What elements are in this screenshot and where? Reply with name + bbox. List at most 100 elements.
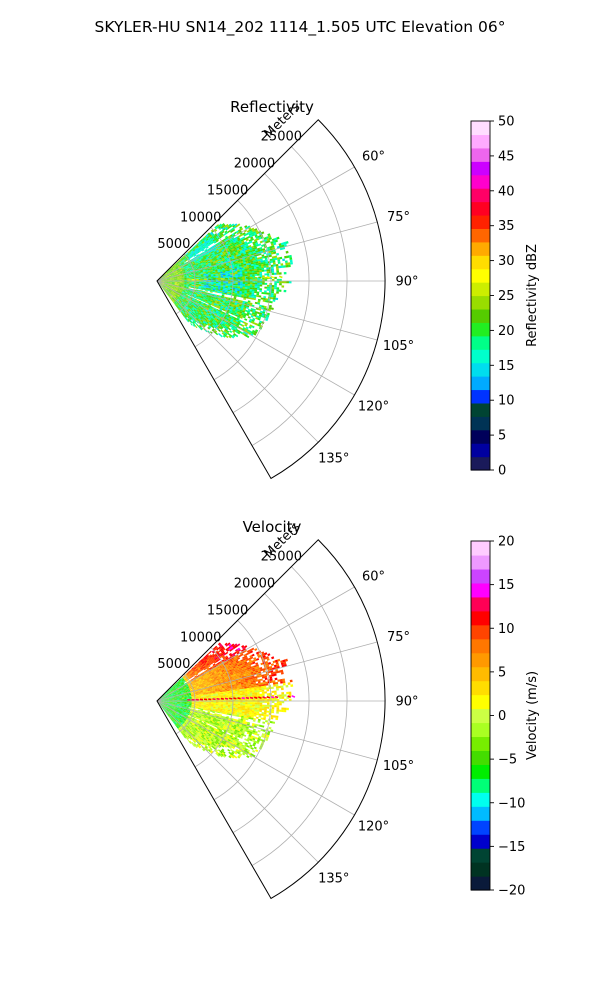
echo-gate [263,236,267,240]
echo-gate [193,263,196,266]
echo-gate [199,249,202,253]
echo-gate [196,254,199,257]
echo-gate [247,235,251,239]
echo-gate [247,285,251,288]
echo-gate [177,270,180,272]
echo-gate [166,270,169,273]
echo-gate [251,267,255,270]
echo-gate [246,247,250,250]
echo-gate [205,262,209,265]
echo-gate [168,274,171,276]
echo-gate [209,235,213,238]
echo-gate [235,287,238,290]
echo-gate [216,245,220,248]
echo-gate [170,268,173,270]
echo-gate [245,263,249,266]
echo-gate [223,283,226,285]
echo-gate [169,277,173,279]
echo-gate [260,260,264,263]
echo-gate [205,263,209,266]
echo-gate [209,253,213,256]
echo-gate [252,241,256,245]
echo-gate [201,264,204,267]
echo-gate [197,243,200,246]
echo-gate [181,267,184,270]
echo-gate [209,252,212,255]
echo-gate [206,264,209,266]
echo-gate [220,260,224,263]
echo-gate [266,284,270,287]
echo-gate [196,242,200,245]
echo-gate [257,260,261,264]
echo-gate [180,261,184,264]
echo-gate [210,255,214,258]
echo-gate [224,258,228,261]
echo-gate [229,243,233,246]
echo-gate [208,234,212,237]
echo-gate [207,270,211,273]
echo-gate [254,286,258,289]
echo-gate [249,272,253,275]
echo-gate [236,263,239,266]
echo-gate [242,288,245,291]
echo-gate [242,289,245,292]
echo-gate [195,249,199,252]
echo-gate [229,234,233,237]
echo-gate [186,266,190,269]
echo-gate [271,287,275,290]
echo-gate [259,248,263,252]
echo-gate [200,262,204,265]
echo-gate [242,260,246,263]
echo-gate [263,265,267,268]
echo-gate [271,289,275,292]
echo-gate [200,239,204,243]
echo-gate [275,266,279,269]
echo-gate [173,274,177,276]
echo-gate [175,273,179,275]
echo-gate [168,270,172,272]
echo-gate [216,266,220,269]
echo-gate [256,266,260,269]
echo-gate [209,248,213,251]
echo-gate [200,261,203,264]
echo-gate [173,268,176,270]
echo-gate [203,239,207,242]
echo-gate [161,276,164,278]
echo-gate [232,257,235,260]
echo-gate [199,260,203,262]
echo-gate [237,285,241,287]
echo-gate [218,226,221,230]
echo-gate [168,275,172,277]
echo-gate [214,268,218,270]
echo-gate [208,263,212,266]
echo-gate [174,268,177,271]
echo-gate [269,245,273,249]
echo-gate [253,261,256,265]
echo-gate [271,270,275,273]
echo-gate [278,272,282,275]
echo-gate [172,266,175,269]
echo-gate [215,253,219,257]
echo-gate [249,240,253,244]
echo-gate [168,269,171,272]
echo-gate [232,251,236,254]
echo-gate [191,247,194,250]
echo-gate [212,252,215,256]
echo-gate [167,271,170,274]
echo-gate [259,271,263,274]
echo-gate [190,253,193,256]
echo-gate [274,285,277,288]
echo-gate [250,262,254,265]
echo-gate [288,254,292,258]
echo-gate [203,264,207,266]
echo-gate [205,238,209,241]
echo-gate [219,268,223,270]
echo-gate [178,273,182,275]
echo-gate [215,226,219,230]
echo-gate [217,251,220,255]
echo-gate [211,250,215,254]
echo-gate [203,257,207,260]
echo-gate [166,275,169,277]
echo-gate [216,224,220,227]
echo-gate [254,273,258,276]
